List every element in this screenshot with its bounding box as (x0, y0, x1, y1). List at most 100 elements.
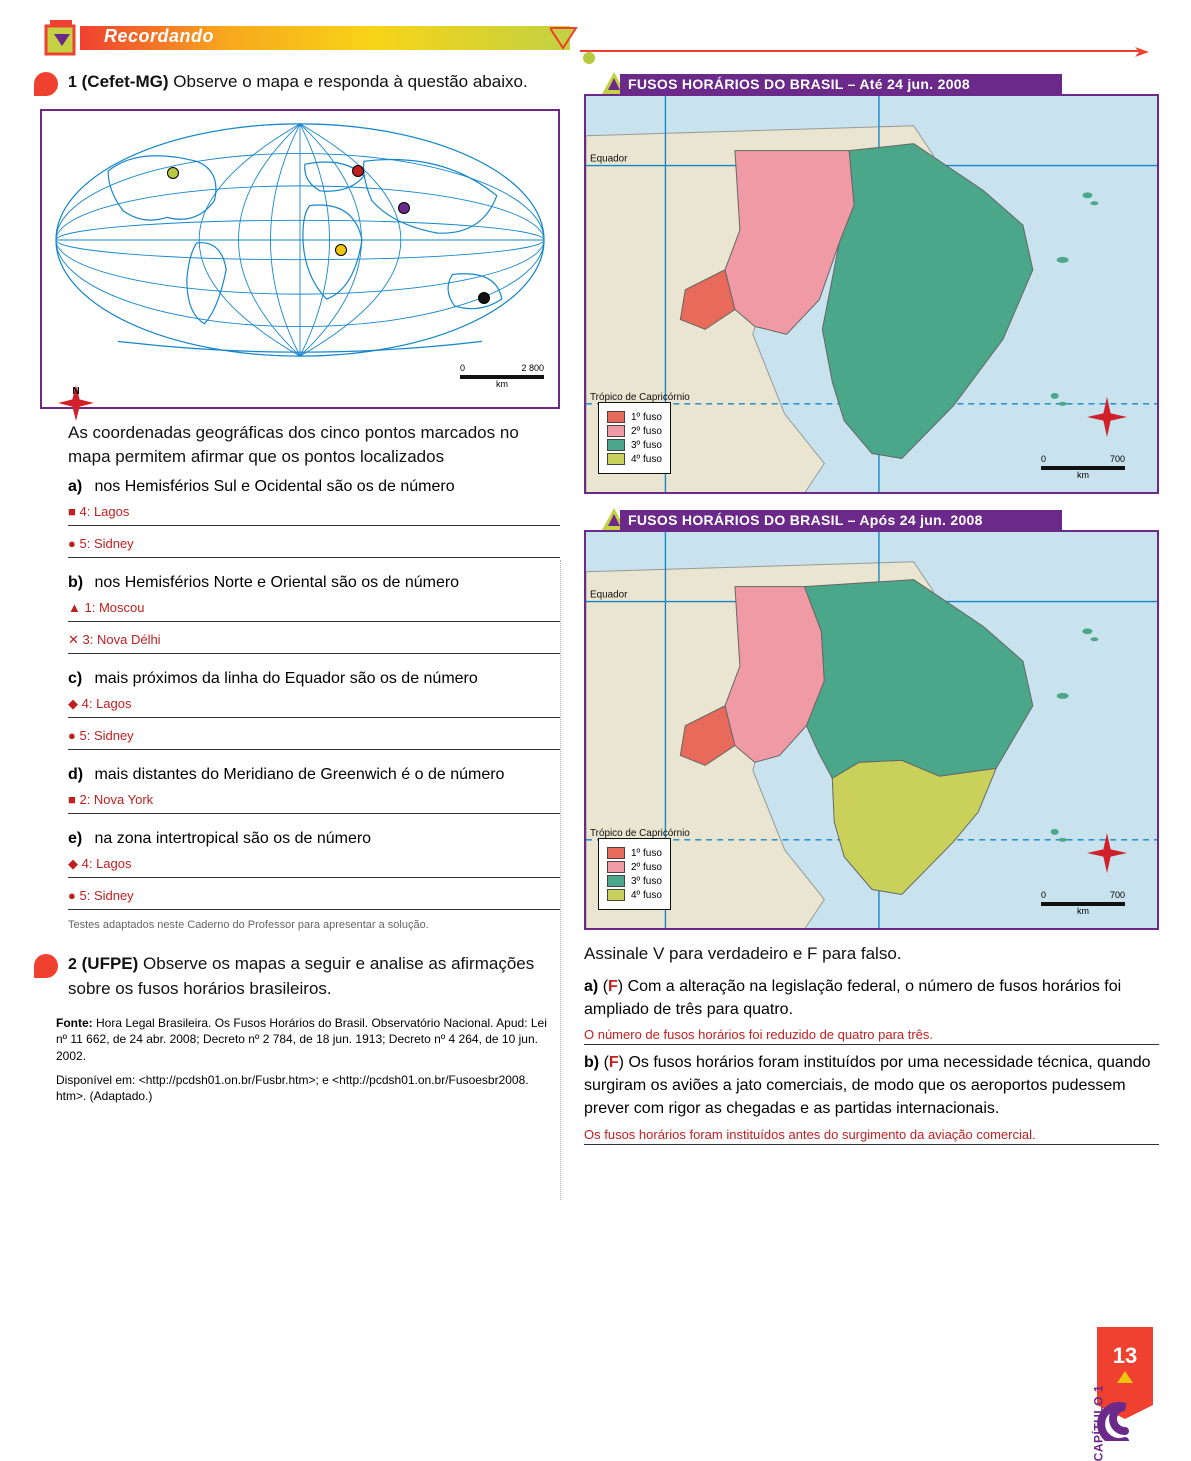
answer-line[interactable]: ✕ 3: Nova Délhi (68, 630, 560, 654)
answer-line[interactable]: ■ 2: Nova York (68, 790, 560, 814)
legend-swatch (607, 875, 625, 887)
q1-b-ans1-extra: 1: Moscou (85, 600, 145, 615)
compass-rose-icon (1085, 831, 1129, 880)
world-point-2 (167, 167, 179, 179)
q2-item-b: b) (F) Os fusos horários foram instituíd… (584, 1051, 1159, 1145)
equator-label: Equador (590, 154, 628, 165)
q1-d-ans-extra: ■ 2: Nova York (68, 792, 153, 807)
legend-swatch (607, 439, 625, 451)
q1-b-ans2-sym: ✕ (68, 632, 79, 647)
legend-swatch (607, 425, 625, 437)
header-title: Recordando (104, 26, 214, 47)
q2-a-answer[interactable]: F (608, 978, 618, 995)
q2-item-a: a) (F) Com a alteração na legislação fed… (584, 975, 1159, 1045)
world-point-4 (335, 244, 347, 256)
q1-option-b: b) nos Hemisférios Norte e Oriental são … (40, 566, 560, 594)
q1-b-ans1-sym: ▲ (68, 600, 81, 615)
answer-line[interactable]: ▲ 1: Moscou (68, 598, 560, 622)
q1-a-ans2-extra: 5: Sidney (79, 536, 133, 551)
q1-a-text: nos Hemisférios Sul e Ocidental são os d… (94, 478, 454, 495)
q1-a-label: a) (68, 478, 90, 496)
answer-line[interactable]: ◆ 4: Lagos (68, 694, 560, 718)
q1-a-ans2-sym: ● (68, 536, 76, 551)
page-header: Recordando (40, 20, 1151, 60)
q1-prompt: Observe o mapa e responda à questão abai… (173, 72, 527, 91)
q1-option-d: d) mais distantes do Meridiano de Greenw… (40, 758, 560, 786)
map-scale: 0700 km (1041, 890, 1125, 916)
q1-option-c: c) mais próximos da linha do Equador são… (40, 662, 560, 690)
paren-close-and-text: ) Com a alteração na legislação federal,… (584, 978, 1121, 1018)
q1-option-a: a) nos Hemisférios Sul e Ocidental são o… (40, 470, 560, 498)
q1-c-ans1-extra: 4: Lagos (82, 696, 132, 711)
map-scale: 0700 km (1041, 454, 1125, 480)
legend-swatch (607, 889, 625, 901)
brazil-map-panel-before: FUSOS HORÁRIOS DO BRASIL – Até 24 jun. 2… (584, 70, 1159, 494)
world-point-3 (398, 202, 410, 214)
answer-line[interactable]: Os fusos horários foram instituídos ante… (584, 1123, 1159, 1145)
q2-prompt: Observe os mapas a seguir e analise as a… (68, 954, 534, 998)
world-map-scale: 0 2 800 km (460, 363, 544, 389)
scale-start: 0 (1041, 890, 1046, 900)
header-divider-line (580, 50, 1141, 52)
q2-b-label: b) (584, 1054, 599, 1071)
legend-label: 2º fuso (631, 426, 662, 437)
question-bullet-icon (34, 72, 58, 96)
question-1: 1 (Cefet-MG) Observe o mapa e responda à… (40, 70, 560, 95)
legend-swatch (607, 847, 625, 859)
q1-b-label: b) (68, 574, 90, 592)
brazil-map-svg: Equador Trópico de Capricórnio (586, 96, 1157, 493)
q1-e-ans1-sym: ◆ (68, 856, 78, 871)
header-corner-ornament (40, 20, 100, 58)
q1-a-ans1-extra: 4: Lagos (79, 504, 129, 519)
paren-close-and-text: ) Os fusos horários foram instituídos po… (584, 1054, 1151, 1117)
legend-swatch (607, 411, 625, 423)
q2-b-answer[interactable]: F (609, 1054, 619, 1071)
legend-label: 3º fuso (631, 876, 662, 887)
q1-c-ans2-sym: ● (68, 728, 76, 743)
scale-unit: km (1077, 470, 1089, 480)
q2-source-line1: Hora Legal Brasileira. Os Fusos Horários… (56, 1016, 547, 1062)
column-left: 1 (Cefet-MG) Observe o mapa e responda à… (40, 70, 560, 1149)
answer-line[interactable]: ● 5: Sidney (68, 726, 560, 750)
q1-e-text: na zona intertropical são os de número (94, 830, 371, 847)
legend-label: 1º fuso (631, 848, 662, 859)
q1-d-label: d) (68, 766, 90, 784)
q2-source: (UFPE) (82, 954, 139, 973)
question-2: 2 (UFPE) Observe os mapas a seguir e ana… (40, 952, 560, 1001)
question-bullet-icon (34, 954, 58, 978)
equator-label: Equador (590, 590, 628, 601)
world-map-frame: N 0 2 800 km (40, 109, 560, 409)
q1-c-ans2-extra: 5: Sidney (79, 728, 133, 743)
legend-label: 4º fuso (631, 454, 662, 465)
scale-unit: km (496, 379, 508, 389)
answer-line[interactable]: ● 5: Sidney (68, 886, 560, 910)
q1-b-text: nos Hemisférios Norte e Oriental são os … (94, 574, 459, 591)
column-divider (560, 560, 561, 1200)
header-triangle-ornament (550, 22, 586, 59)
q2-footer-source-2: Disponível em: <http://pcdsh01.on.br/Fus… (56, 1072, 560, 1104)
q1-e-ans2-sym: ● (68, 888, 76, 903)
page-number-chip: 13 CAPÍTULO 1 (1089, 1327, 1161, 1441)
brazil-map-panel-after: FUSOS HORÁRIOS DO BRASIL – Após 24 jun. … (584, 506, 1159, 930)
q1-e-label: e) (68, 830, 90, 848)
brazil-map-before: Equador Trópico de Capricórnio 1º fuso 2… (584, 94, 1159, 494)
legend-label: 4º fuso (631, 890, 662, 901)
legend-label: 1º fuso (631, 412, 662, 423)
answer-line[interactable]: ■ 4: Lagos (68, 502, 560, 526)
panel-title: FUSOS HORÁRIOS DO BRASIL – Até 24 jun. 2… (628, 76, 970, 92)
q1-d-text: mais distantes do Meridiano de Greenwich… (94, 766, 504, 783)
world-point-1 (352, 165, 364, 177)
answer-line[interactable]: O número de fusos horários foi reduzido … (584, 1023, 1159, 1045)
column-right: FUSOS HORÁRIOS DO BRASIL – Até 24 jun. 2… (584, 70, 1159, 1149)
q1-note: Testes adaptados neste Caderno do Profes… (40, 918, 560, 934)
q2-subprompt: Assinale V para verdadeiro e F para fals… (584, 942, 1159, 967)
scale-end: 700 (1110, 890, 1125, 900)
answer-line[interactable]: ● 5: Sidney (68, 534, 560, 558)
q2-footer-source: Fonte: Hora Legal Brasileira. Os Fusos H… (56, 1015, 560, 1064)
answer-line[interactable]: ◆ 4: Lagos (68, 854, 560, 878)
q1-c-text: mais próximos da linha do Equador são os… (94, 670, 477, 687)
q1-e-ans1-extra: 4: Lagos (82, 856, 132, 871)
brazil-map-after: Equador Trópico de Capricórnio 1º fuso 2… (584, 530, 1159, 930)
q1-intro: As coordenadas geográficas dos cinco pon… (40, 421, 560, 470)
legend-label: 3º fuso (631, 440, 662, 451)
